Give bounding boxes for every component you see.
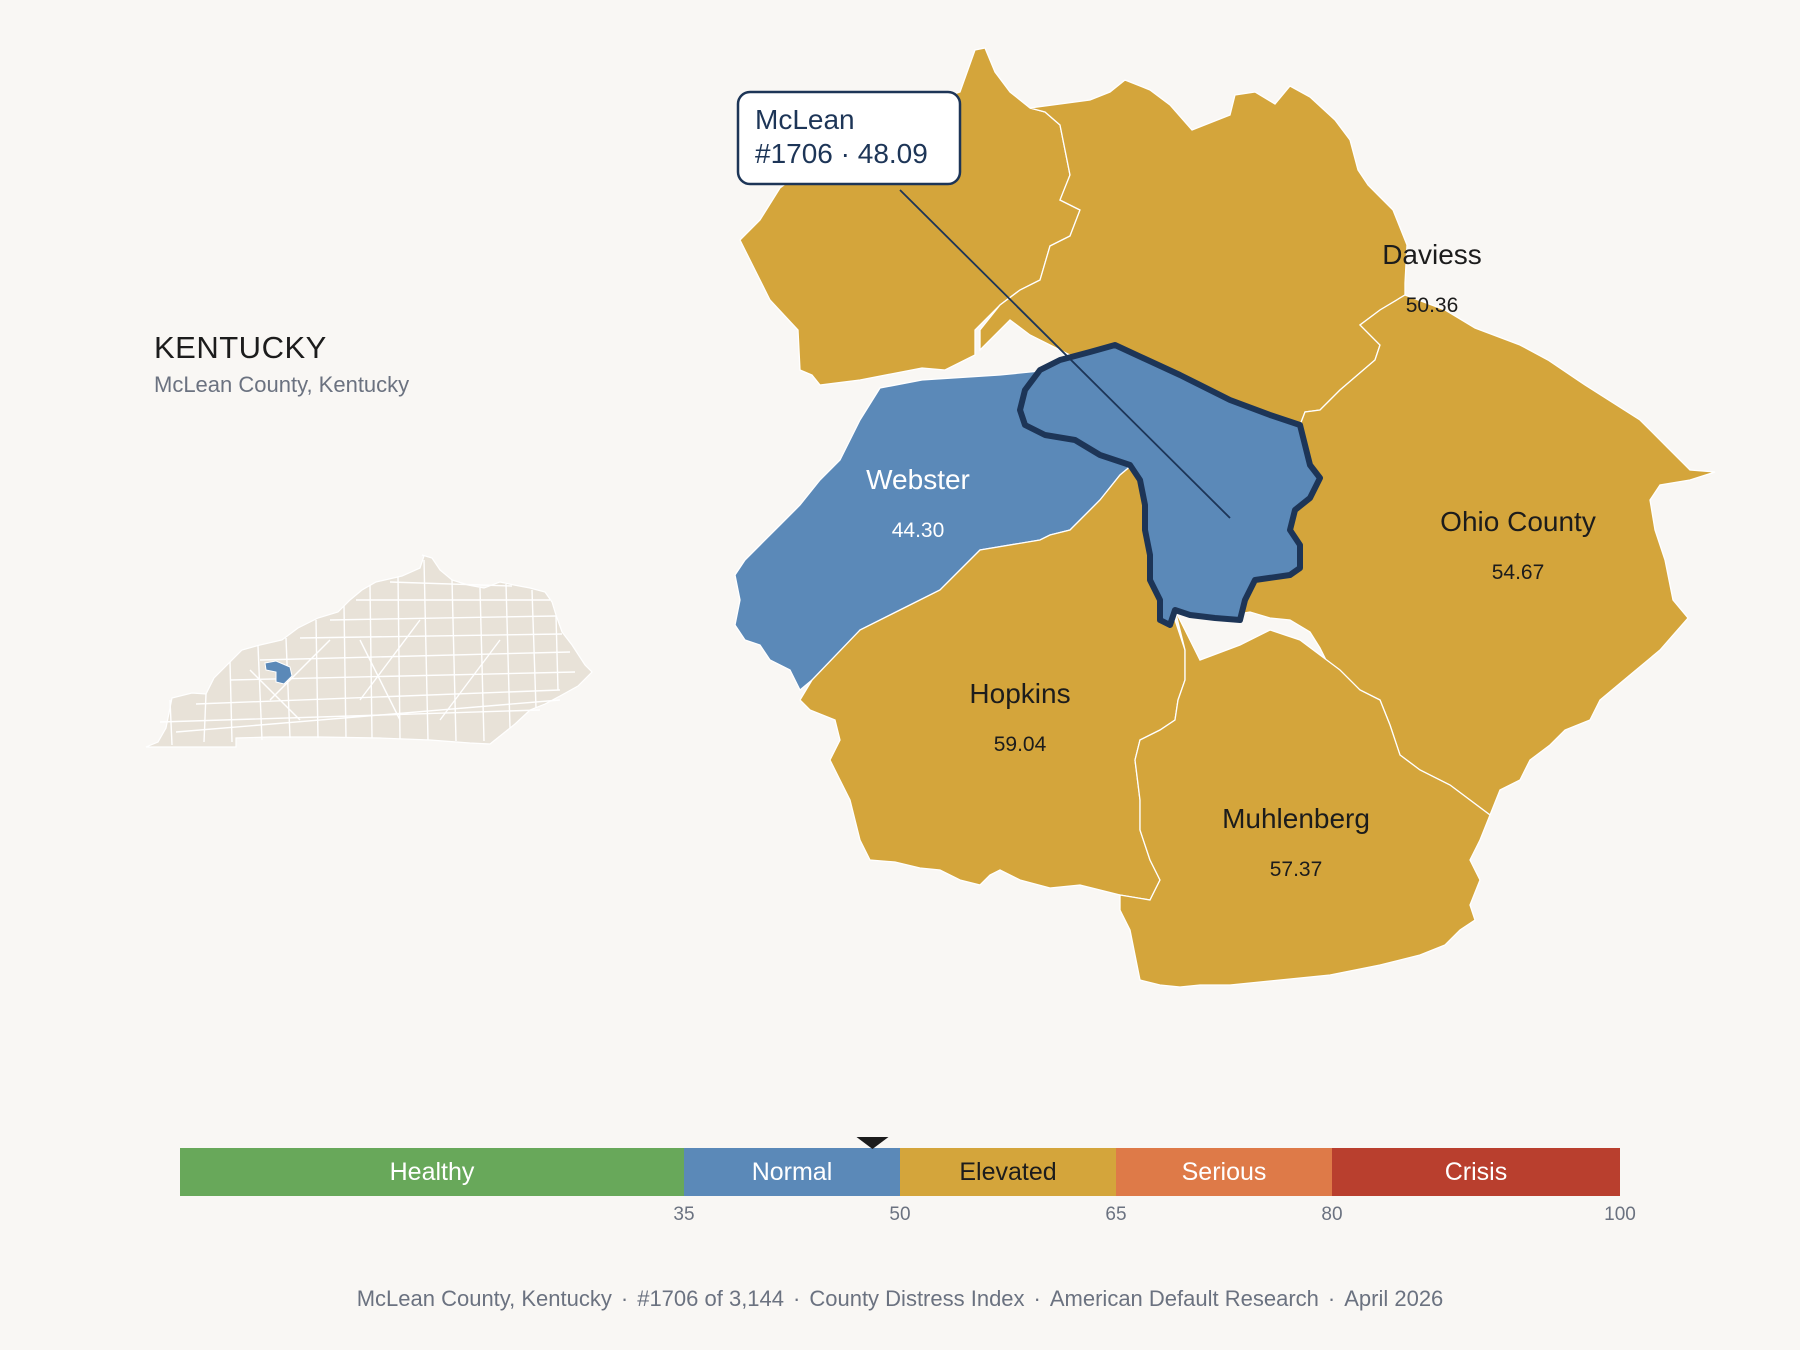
state-name: KENTUCKY (154, 330, 327, 365)
scale-band-label-crisis: Crisis (1445, 1158, 1508, 1186)
footer-separator: · (620, 1286, 629, 1311)
county-label-daviess: Daviess (1382, 239, 1482, 270)
footer-index: County Distress Index (809, 1286, 1025, 1311)
scale-marker (856, 1137, 889, 1149)
footer-separator: · (1033, 1286, 1041, 1311)
kentucky-inset (145, 554, 593, 748)
scale-band-label-serious: Serious (1182, 1158, 1267, 1186)
county-value-hopkins: 59.04 (994, 733, 1047, 756)
scale-tick-label: 80 (1321, 1204, 1342, 1225)
county-label-ohio: Ohio County (1440, 506, 1596, 537)
county-value-daviess: 50.36 (1406, 294, 1459, 317)
selected-county-callout: McLean #1706 · 48.09 (736, 90, 1231, 519)
footer-source: American Default Research (1049, 1286, 1319, 1311)
county-label-hopkins: Hopkins (969, 678, 1070, 709)
county-mclean[interactable] (1017, 342, 1323, 628)
footer: McLean County, Kentucky · #1706 of 3,144 · C… (0, 1286, 1800, 1312)
county-value-webster: 44.30 (892, 519, 945, 542)
inset-county-lines (159, 559, 576, 746)
scale-band-healthy (180, 1148, 684, 1196)
inset-subtitle: McLean County, Kentucky (154, 372, 410, 397)
scale-tick-label: 50 (889, 1204, 910, 1225)
county-map (734, 47, 1716, 988)
scale-band-label-normal: Normal (752, 1158, 833, 1186)
scale-band-label-healthy: Healthy (390, 1158, 475, 1186)
scale-tick-label: 100 (1604, 1204, 1636, 1225)
footer-county: McLean County, Kentucky (356, 1286, 612, 1311)
county-value-muhlenberg: 57.37 (1270, 858, 1323, 881)
scale-band-crisis (1332, 1148, 1620, 1196)
footer-rank: #1706 of 3,144 (637, 1286, 785, 1311)
distress-scale: Healthy Normal Elevated Serious Crisis 35 50 65… (180, 1137, 1636, 1225)
callout-leader-line (899, 189, 1231, 519)
inset-mclean-highlight (264, 660, 293, 685)
county-labels: Daviess 50.36 Webster 44.30 Ohio County … (866, 239, 1596, 881)
kentucky-state-shape (145, 554, 593, 748)
footer-date: April 2026 (1344, 1286, 1444, 1311)
county-label-webster: Webster (866, 464, 970, 495)
footer-separator: · (793, 1286, 801, 1311)
scale-band-elevated (900, 1148, 1116, 1196)
callout-county-name: McLean (755, 104, 855, 135)
scale-band-serious (1116, 1148, 1332, 1196)
scale-tick-label: 65 (1105, 1204, 1126, 1225)
scale-band-normal (684, 1148, 900, 1196)
scale-band-label-elevated: Elevated (959, 1158, 1056, 1186)
county-muhlenberg[interactable] (1119, 609, 1491, 988)
callout-rank-value: #1706 · 48.09 (755, 138, 928, 169)
footer-separator: · (1327, 1286, 1336, 1311)
scale-tick-label: 35 (673, 1204, 694, 1225)
callout-box (736, 90, 962, 186)
county-value-ohio: 54.67 (1492, 561, 1545, 584)
county-label-muhlenberg: Muhlenberg (1222, 803, 1370, 834)
